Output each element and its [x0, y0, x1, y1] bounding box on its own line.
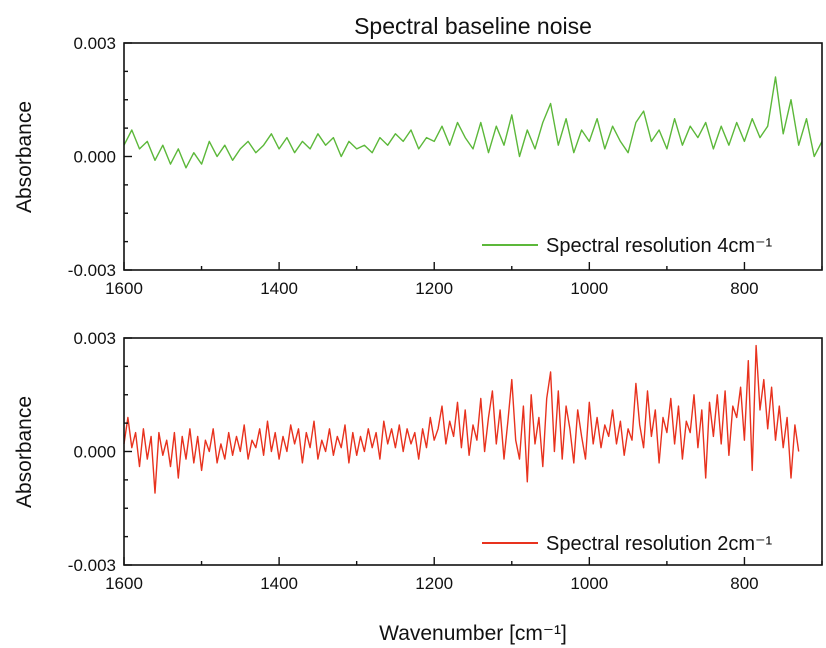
y-tick-label: 0.000 — [73, 148, 116, 167]
x-tick-label: 1400 — [260, 279, 298, 298]
x-axis-label: Wavenumber [cm⁻¹] — [379, 622, 567, 645]
y-tick-label: -0.003 — [68, 261, 116, 280]
x-tick-label: 1000 — [570, 279, 608, 298]
x-tick-label: 1600 — [105, 574, 143, 593]
y-tick-label: 0.000 — [73, 443, 116, 462]
x-tick-label: 1200 — [415, 574, 453, 593]
series-line-0-0 — [123, 76, 823, 169]
y-axis-label-bottom: Absorbance — [13, 396, 36, 508]
legend-label-bottom: Spectral resolution 2cm⁻¹ — [546, 533, 773, 555]
x-tick-label: 1200 — [415, 279, 453, 298]
x-tick-label: 800 — [730, 574, 758, 593]
y-tick-label: 0.003 — [73, 34, 116, 53]
panel-bottom: 1600 1400 1200 1000 800 0.003 0.000 -0.003 Abso… — [13, 329, 823, 593]
y-tick-label: 0.003 — [73, 329, 116, 348]
legend-top: Spectral resolution 4cm⁻¹ — [482, 235, 773, 257]
series-line-1-0 — [123, 344, 800, 494]
x-tick-label: 800 — [730, 279, 758, 298]
x-tick-label: 1000 — [570, 574, 608, 593]
y-tick-label: -0.003 — [68, 556, 116, 575]
plot-frame-bottom — [123, 337, 823, 566]
legend-bottom: Spectral resolution 2cm⁻¹ — [482, 533, 773, 555]
x-tick-label: 1600 — [105, 279, 143, 298]
legend-label-top: Spectral resolution 4cm⁻¹ — [546, 235, 773, 257]
y-axis-label-top: Absorbance — [13, 101, 36, 213]
x-tick-label: 1400 — [260, 574, 298, 593]
chart-title: Spectral baseline noise — [354, 13, 592, 39]
panel-top: 1600 1400 1200 1000 800 0.003 0.000 -0.003 Abso… — [13, 34, 823, 298]
